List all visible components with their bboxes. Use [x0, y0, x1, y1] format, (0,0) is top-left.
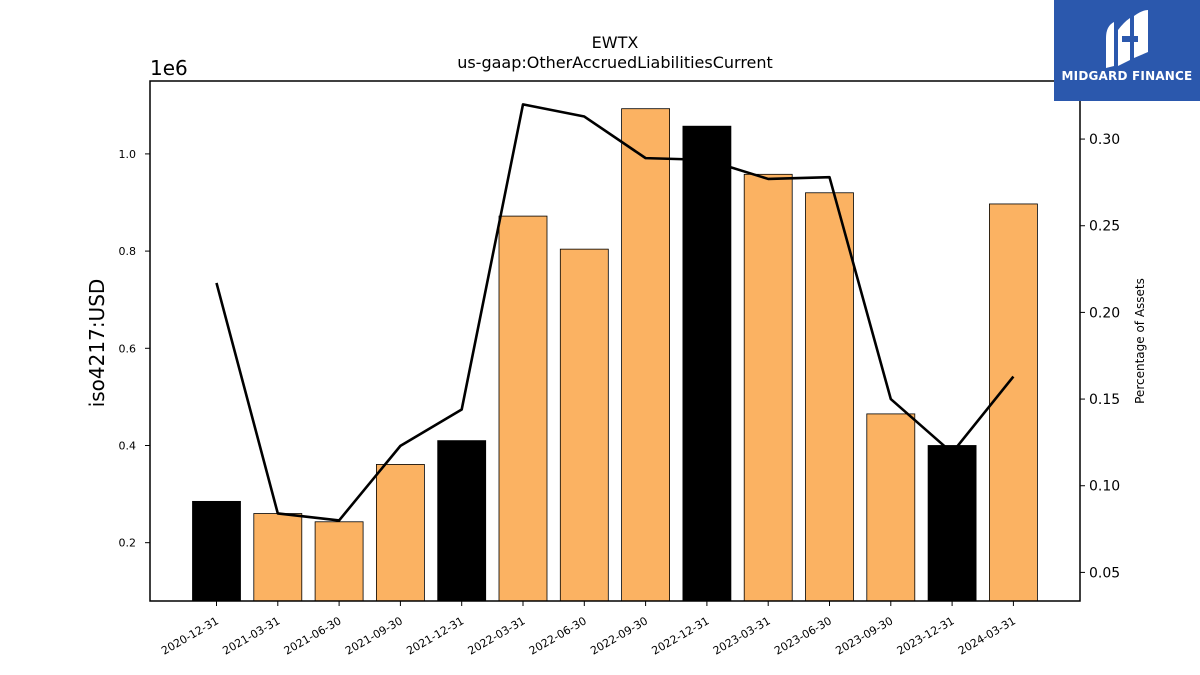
x-tick-label: 2021-06-30 — [282, 614, 344, 657]
bar-2022-03-31 — [498, 215, 548, 602]
x-tick-label: 2023-06-30 — [772, 614, 834, 657]
y-right-tick-label: 0.05 — [1089, 565, 1120, 581]
bar-2021-03-31 — [253, 513, 303, 602]
bar-2020-12-31 — [192, 500, 241, 602]
x-tick-label: 2021-12-31 — [404, 614, 466, 657]
bar-2022-06-30 — [559, 248, 609, 602]
y-axis-label: iso4217:USD — [85, 279, 109, 408]
x-tick-label: 2020-12-31 — [159, 614, 221, 657]
x-tick-label: 2023-03-31 — [711, 614, 773, 657]
x-tick-label: 2022-12-31 — [650, 614, 712, 657]
bar-2021-09-30 — [375, 464, 425, 602]
x-tick-label: 2022-06-30 — [527, 614, 589, 657]
midgard-logo-icon — [1106, 10, 1148, 68]
y-axis-right-label: Percentage of Assets — [1133, 278, 1147, 404]
bars-group — [192, 108, 1038, 602]
bar-2023-06-30 — [805, 192, 854, 602]
x-tick-label: 2021-03-31 — [220, 614, 282, 657]
y-tick-label: 0.4 — [119, 439, 137, 452]
x-tick-label: 2021-09-30 — [343, 614, 405, 657]
midgard-logo: MIDGARD FINANCE — [1054, 0, 1200, 101]
bar-2021-06-30 — [314, 521, 364, 602]
bar-2021-12-31 — [437, 440, 487, 602]
chart-subtitle: us-gaap:OtherAccruedLiabilitiesCurrent — [457, 53, 773, 72]
bar-2023-03-31 — [743, 173, 793, 602]
chart-title: EWTX — [592, 33, 639, 52]
x-tick-label: 2024-03-31 — [956, 614, 1018, 657]
bar-2022-12-31 — [682, 125, 732, 602]
x-tick-label: 2023-09-30 — [833, 614, 895, 657]
y-tick-label: 1.0 — [119, 148, 137, 161]
y-right-tick-label: 0.25 — [1089, 219, 1120, 235]
y-tick-label: 0.6 — [119, 342, 137, 355]
y-right-tick-label: 0.30 — [1089, 132, 1120, 148]
y-tick-label: 0.8 — [119, 245, 137, 258]
x-tick-label: 2022-09-30 — [588, 614, 650, 657]
line-group — [215, 103, 1015, 522]
x-tick-label: 2023-12-31 — [895, 614, 957, 657]
bar-2022-09-30 — [621, 108, 670, 602]
plot-frame — [149, 80, 1081, 602]
logo-text: MIDGARD FINANCE — [1061, 69, 1193, 83]
bar-2023-09-30 — [866, 413, 916, 602]
bar-2023-12-31 — [927, 445, 977, 602]
y-offset-label: 1e6 — [150, 56, 188, 80]
bar-2024-03-31 — [989, 203, 1038, 602]
y-tick-label: 0.2 — [119, 537, 137, 550]
x-tick-label: 2022-03-31 — [466, 614, 528, 657]
y-right-tick-label: 0.15 — [1089, 392, 1120, 408]
y-right-tick-label: 0.10 — [1089, 479, 1120, 495]
y-right-tick-label: 0.20 — [1089, 305, 1120, 321]
percentage-of-assets-line — [215, 103, 1015, 522]
